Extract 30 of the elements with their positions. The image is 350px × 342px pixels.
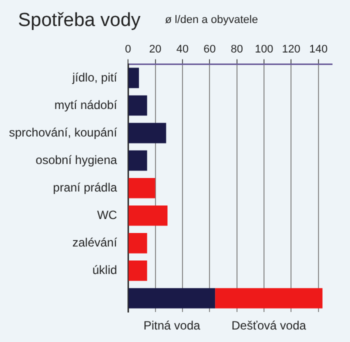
x-tick-label: 40: [176, 44, 189, 56]
x-tick-label: 60: [204, 44, 216, 56]
x-tick-label: 140: [309, 44, 328, 56]
chart-subtitle: ø l/den a obyvatele: [165, 14, 258, 26]
y-tick-label: úklid: [92, 263, 118, 278]
bar: [128, 205, 168, 226]
bar: [128, 150, 148, 171]
x-tick-label: 0: [125, 44, 132, 56]
bar: [128, 178, 156, 198]
series-label: Dešťová voda: [232, 318, 306, 333]
bar: [215, 288, 322, 308]
x-tick-label: 100: [254, 44, 274, 56]
x-tick-label: 120: [282, 44, 300, 56]
y-tick-label: jídlo, pití: [71, 70, 118, 84]
bar: [128, 122, 166, 144]
y-tick-label: zalévání: [72, 235, 118, 250]
bar: [128, 260, 148, 281]
x-tick-label: 80: [230, 44, 243, 56]
y-tick-label: osobní hygiena: [36, 152, 118, 167]
bar: [128, 233, 148, 254]
series-label: Pitná voda: [143, 318, 200, 333]
chart-title: Spotřeba vody: [18, 10, 141, 32]
y-tick-label: mytí nádobí: [54, 98, 118, 112]
bar: [128, 288, 216, 308]
x-tick-label: 20: [149, 44, 162, 56]
bar: [128, 68, 139, 88]
bar: [128, 95, 148, 116]
y-tick-label: praní prádla: [53, 180, 118, 194]
y-tick-label: WC: [97, 208, 118, 222]
y-tick-label: sprchování, koupání: [8, 125, 118, 140]
